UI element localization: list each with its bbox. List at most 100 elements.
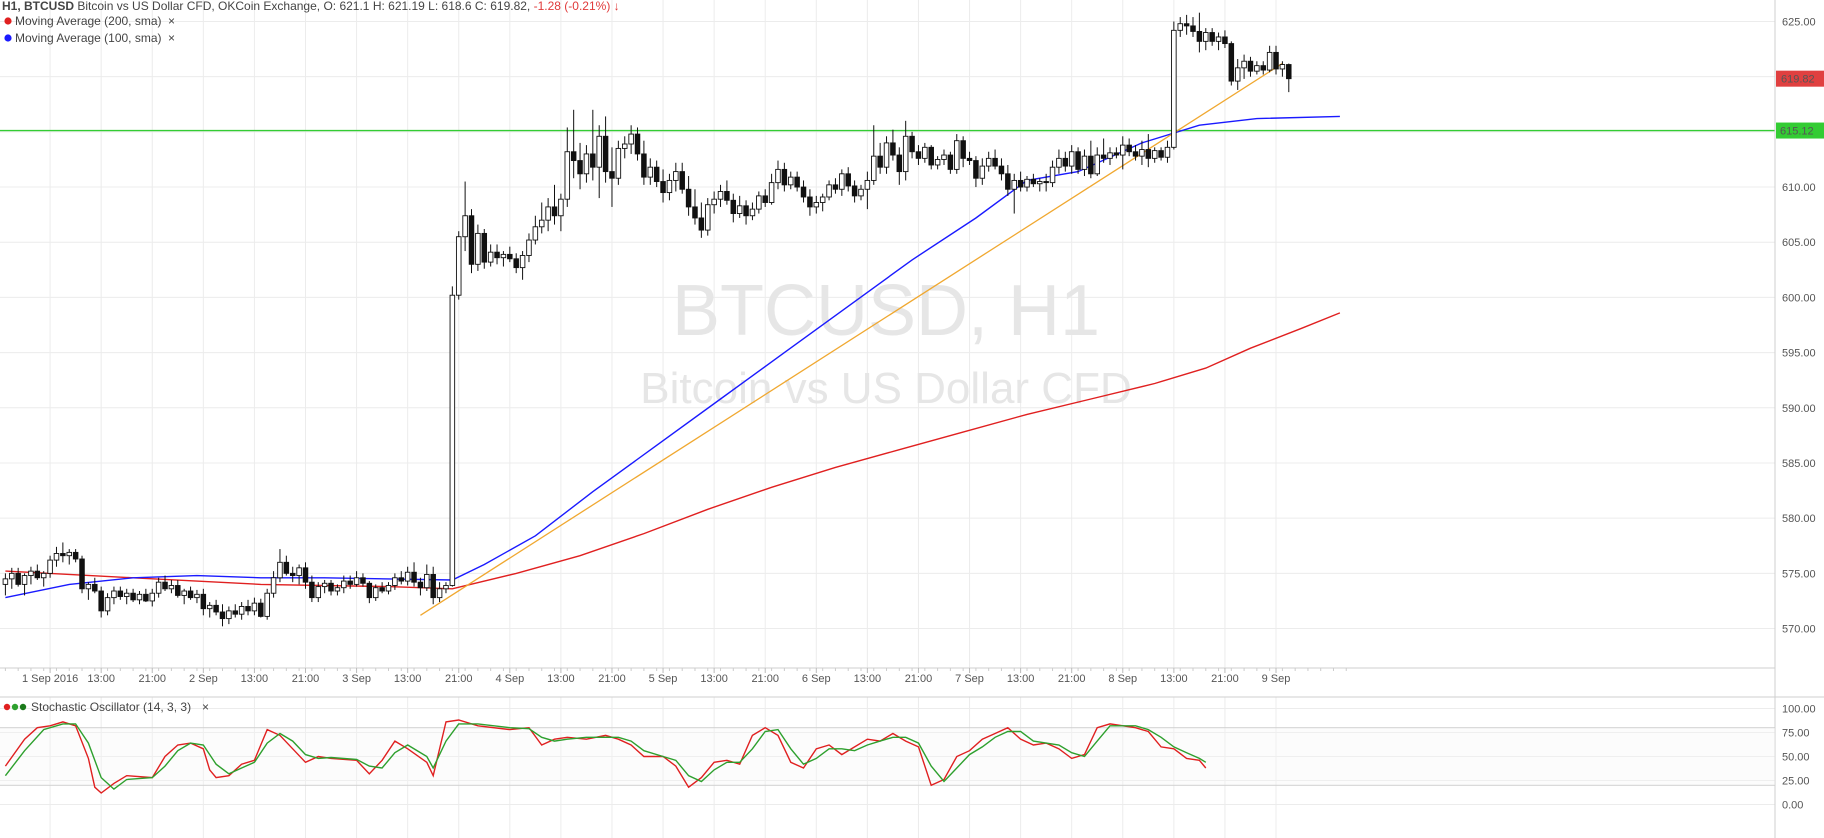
candle[interactable] (449, 286, 456, 587)
candle[interactable] (379, 582, 385, 594)
candle[interactable] (155, 577, 162, 598)
candle[interactable] (839, 169, 845, 196)
candle[interactable] (111, 586, 117, 605)
candle[interactable] (947, 151, 954, 174)
candle[interactable] (890, 129, 896, 161)
candle[interactable] (1132, 145, 1139, 161)
candle[interactable] (238, 602, 245, 620)
candle[interactable] (864, 171, 871, 210)
candle[interactable] (602, 116, 609, 183)
candle[interactable] (858, 184, 864, 201)
candle[interactable] (226, 606, 232, 625)
candle[interactable] (685, 176, 692, 216)
candle[interactable] (545, 198, 551, 232)
candle[interactable] (570, 109, 577, 179)
candle[interactable] (851, 180, 858, 203)
candle[interactable] (583, 145, 590, 183)
candle[interactable] (92, 577, 98, 594)
candle[interactable] (1164, 140, 1171, 163)
candle[interactable] (328, 579, 334, 596)
candle[interactable] (979, 158, 986, 185)
candle[interactable] (621, 136, 628, 159)
candle[interactable] (768, 173, 775, 205)
candle[interactable] (462, 181, 468, 252)
candle[interactable] (398, 571, 405, 585)
candle[interactable] (245, 599, 251, 616)
candle[interactable] (813, 195, 820, 214)
candle[interactable] (79, 555, 85, 594)
candle[interactable] (194, 589, 200, 604)
candle[interactable] (1094, 147, 1100, 177)
candle[interactable] (736, 195, 743, 218)
candle[interactable] (411, 562, 417, 587)
candle[interactable] (1158, 147, 1164, 161)
candle[interactable] (717, 184, 724, 207)
candle[interactable] (1100, 138, 1107, 163)
candle[interactable] (1075, 147, 1081, 174)
candle[interactable] (526, 233, 532, 263)
candle[interactable] (564, 127, 571, 207)
candle[interactable] (430, 566, 436, 605)
candle[interactable] (417, 577, 424, 596)
candle[interactable] (922, 142, 928, 163)
candle[interactable] (1024, 176, 1030, 192)
candle[interactable] (296, 564, 302, 585)
candle[interactable] (615, 140, 622, 185)
candle[interactable] (928, 145, 934, 170)
candle[interactable] (909, 131, 915, 159)
candle[interactable] (98, 586, 104, 618)
candle[interactable] (232, 604, 239, 618)
trend-line[interactable] (420, 62, 1283, 616)
candle[interactable] (507, 246, 513, 263)
candle[interactable] (1234, 59, 1241, 90)
candle[interactable] (143, 588, 149, 603)
candle[interactable] (679, 162, 685, 194)
candle[interactable] (756, 191, 762, 214)
candle[interactable] (302, 562, 309, 589)
candle[interactable] (123, 588, 130, 605)
candle[interactable] (264, 588, 270, 620)
candle[interactable] (724, 180, 730, 205)
candle[interactable] (609, 147, 615, 207)
candle[interactable] (66, 549, 72, 565)
candle[interactable] (72, 549, 79, 563)
candle[interactable] (762, 189, 768, 207)
candle[interactable] (1017, 171, 1024, 192)
candle[interactable] (705, 198, 711, 236)
candle[interactable] (1222, 30, 1228, 48)
candle[interactable] (40, 571, 47, 587)
candle[interactable] (1151, 147, 1158, 163)
candle[interactable] (455, 231, 462, 300)
candle[interactable] (513, 253, 519, 274)
candle[interactable] (372, 584, 379, 601)
candle[interactable] (404, 566, 411, 586)
candle[interactable] (360, 573, 366, 587)
price-axis[interactable]: 625.00620.00615.00610.00605.00600.00595.… (1776, 17, 1824, 636)
candle[interactable] (1228, 41, 1235, 86)
candle[interactable] (385, 582, 392, 595)
candle[interactable] (436, 582, 443, 603)
candle[interactable] (270, 571, 277, 598)
candle[interactable] (660, 169, 666, 203)
candle[interactable] (1030, 173, 1037, 188)
candle[interactable] (1196, 12, 1203, 53)
candle[interactable] (519, 251, 526, 280)
candle[interactable] (647, 158, 654, 185)
candle[interactable] (1145, 134, 1152, 168)
candle[interactable] (1068, 145, 1075, 174)
candle[interactable] (941, 149, 947, 165)
candle[interactable] (730, 193, 737, 223)
candle[interactable] (832, 178, 839, 194)
candle[interactable] (711, 191, 717, 214)
candle[interactable] (283, 555, 290, 576)
candle[interactable] (392, 573, 398, 590)
candle[interactable] (213, 599, 219, 616)
candle[interactable] (251, 597, 258, 616)
candle[interactable] (341, 575, 347, 594)
candle[interactable] (277, 549, 283, 583)
candle[interactable] (1107, 147, 1113, 165)
candle[interactable] (487, 244, 494, 267)
candle[interactable] (915, 145, 922, 165)
candle[interactable] (53, 546, 60, 567)
